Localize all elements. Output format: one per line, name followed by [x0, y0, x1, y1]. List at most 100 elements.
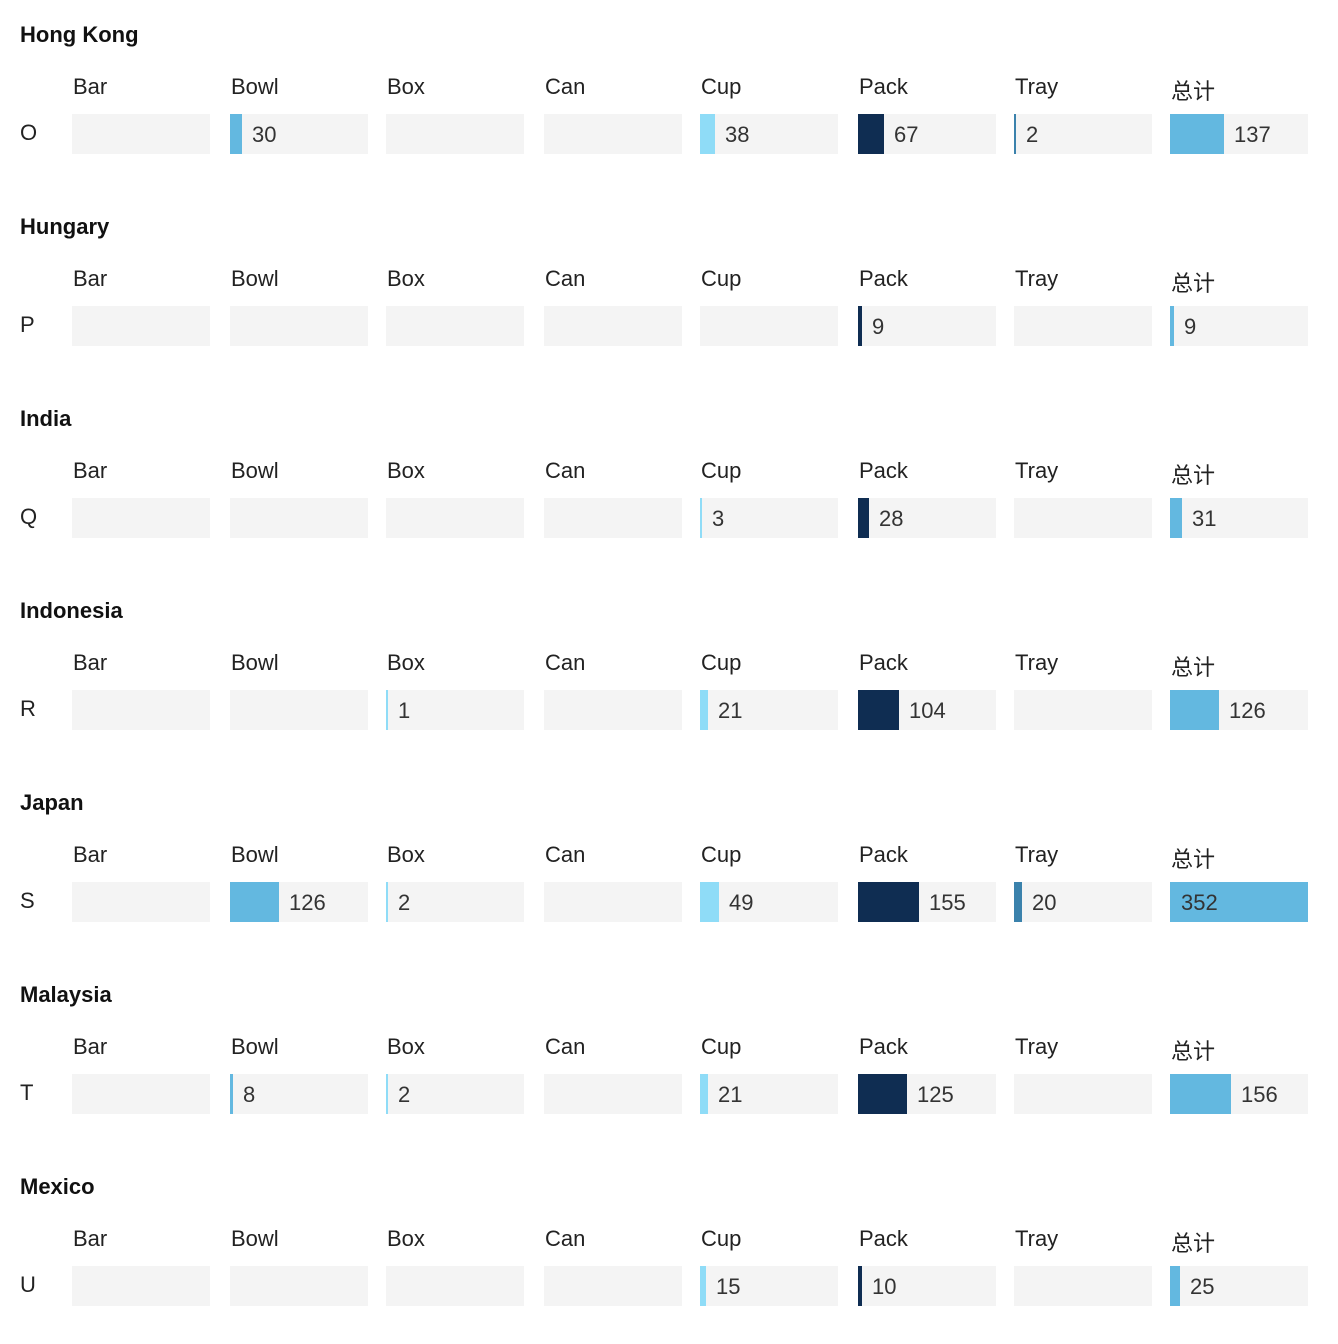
- data-cell: [72, 306, 210, 346]
- data-bar: [386, 690, 388, 730]
- data-cell: [72, 114, 210, 154]
- chart-group: Malaysia Bar Bowl Box Can Cup Pack Tray 总计 T 8 2 21 1…: [0, 960, 1338, 1152]
- column-header: Bar: [73, 842, 108, 867]
- column-header: Bar: [73, 74, 108, 99]
- data-cell: [72, 690, 210, 730]
- group-title: Mexico: [20, 1174, 95, 1199]
- data-cell: [386, 1266, 524, 1306]
- data-bar: [1170, 114, 1224, 154]
- data-bar: [1170, 306, 1174, 346]
- data-bar: [1170, 498, 1182, 538]
- data-label: 156: [1241, 1082, 1278, 1107]
- column-header: 总计: [1171, 1231, 1216, 1256]
- data-bar: [1170, 882, 1308, 922]
- data-label: 104: [909, 698, 946, 723]
- data-cell: 125: [858, 1074, 996, 1114]
- data-cell: [544, 690, 682, 730]
- row-label: P: [20, 312, 35, 337]
- column-header: 总计: [1171, 847, 1216, 872]
- data-label: 125: [917, 1082, 954, 1107]
- data-cell: 126: [1170, 690, 1308, 730]
- data-label: 9: [872, 314, 885, 339]
- row-label: R: [20, 696, 36, 721]
- column-header: Bar: [73, 1034, 108, 1059]
- data-label: 2: [398, 890, 411, 915]
- data-bar: [700, 1266, 706, 1306]
- column-header: Can: [545, 842, 586, 867]
- column-header: Tray: [1015, 650, 1059, 675]
- data-bar: [230, 1074, 233, 1114]
- column-header: 总计: [1171, 271, 1216, 296]
- data-cell: [386, 306, 524, 346]
- column-header: Bowl: [231, 458, 279, 483]
- row-label: U: [20, 1272, 36, 1297]
- row-label: O: [20, 120, 38, 145]
- data-label: 30: [252, 122, 277, 147]
- data-cell: 9: [858, 306, 996, 346]
- data-bar: [386, 1074, 388, 1114]
- column-header: Pack: [859, 842, 908, 867]
- group-title: Hungary: [20, 214, 110, 239]
- column-header: Bar: [73, 458, 108, 483]
- data-label: 31: [1192, 506, 1217, 531]
- column-header: Bar: [73, 1226, 108, 1251]
- data-cell: 25: [1170, 1266, 1308, 1306]
- data-cell: [544, 1074, 682, 1114]
- chart-group: Hong Kong Bar Bowl Box Can Cup Pack Tray 总计 O 30 38…: [0, 0, 1338, 192]
- data-cell: 126: [230, 882, 368, 922]
- data-bar: [386, 882, 388, 922]
- data-label: 15: [716, 1274, 741, 1299]
- column-header: Cup: [701, 1226, 742, 1251]
- data-label: 137: [1234, 122, 1271, 147]
- data-bar: [1170, 690, 1219, 730]
- data-label: 38: [725, 122, 750, 147]
- chart-group: Indonesia Bar Bowl Box Can Cup Pack Tray 总计 R 1 21 1…: [0, 576, 1338, 768]
- data-label: 28: [879, 506, 904, 531]
- column-header: Bowl: [231, 1226, 279, 1251]
- column-header: Bowl: [231, 1034, 279, 1059]
- data-label: 49: [729, 890, 754, 915]
- data-cell: 21: [700, 690, 838, 730]
- data-cell: [230, 1266, 368, 1306]
- column-header: Cup: [701, 458, 742, 483]
- column-header: Tray: [1015, 266, 1059, 291]
- column-header: 总计: [1171, 1039, 1216, 1064]
- data-bar: [1014, 882, 1022, 922]
- data-bar: [230, 114, 242, 154]
- data-bar: [858, 1266, 862, 1306]
- data-cell: [72, 498, 210, 538]
- data-cell: 156: [1170, 1074, 1308, 1114]
- column-header: Tray: [1015, 1034, 1059, 1059]
- column-header: Bar: [73, 266, 108, 291]
- row-label: S: [20, 888, 35, 913]
- column-header: Can: [545, 266, 586, 291]
- data-cell: 1: [386, 690, 524, 730]
- column-header: Tray: [1015, 1226, 1059, 1251]
- data-cell: [230, 690, 368, 730]
- data-cell: 28: [858, 498, 996, 538]
- data-cell: 20: [1014, 882, 1152, 922]
- column-header: Tray: [1015, 458, 1059, 483]
- data-cell: 104: [858, 690, 996, 730]
- data-cell: 30: [230, 114, 368, 154]
- data-cell: [72, 1266, 210, 1306]
- data-bar: [1170, 1266, 1180, 1306]
- column-header: Pack: [859, 74, 908, 99]
- data-cell: [230, 306, 368, 346]
- column-header: Pack: [859, 266, 908, 291]
- column-header: Pack: [859, 1034, 908, 1059]
- chart-group: Hungary Bar Bowl Box Can Cup Pack Tray 总计 P 9 9: [0, 192, 1338, 384]
- data-cell: [544, 306, 682, 346]
- data-bar: [700, 1074, 708, 1114]
- column-header: Pack: [859, 1226, 908, 1251]
- column-header: 总计: [1171, 79, 1216, 104]
- data-cell: [544, 1266, 682, 1306]
- data-label: 3: [712, 506, 725, 531]
- data-cell: 3: [700, 498, 838, 538]
- column-header: Cup: [701, 1034, 742, 1059]
- data-label: 1: [398, 698, 411, 723]
- data-bar: [858, 498, 869, 538]
- data-bar: [858, 882, 919, 922]
- chart-group: Mexico Bar Bowl Box Can Cup Pack Tray 总计 U 15 10 25: [0, 1152, 1338, 1344]
- group-title: Hong Kong: [20, 22, 139, 47]
